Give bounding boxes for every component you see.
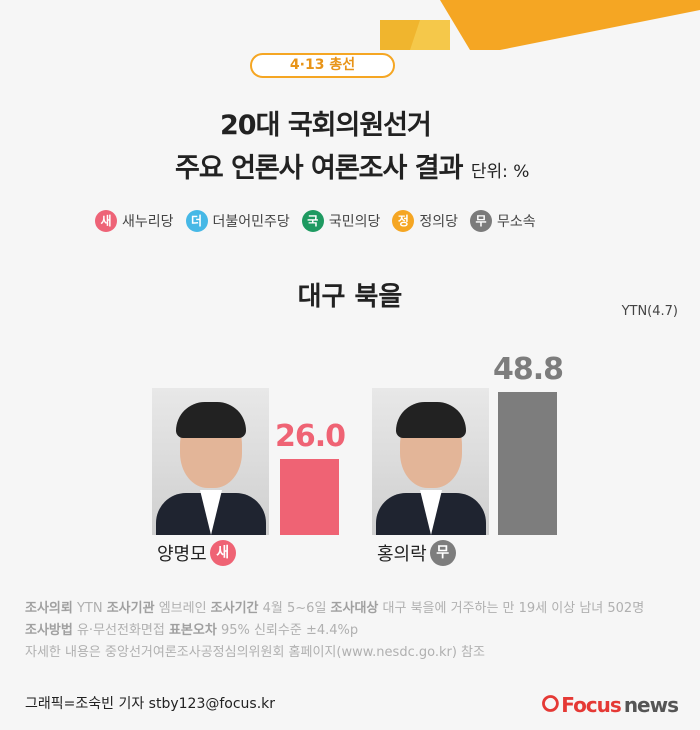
- name-text: 홍의락: [377, 544, 427, 565]
- unit-label: 단위: %: [470, 162, 530, 182]
- notes-key: 표본오차: [168, 623, 217, 638]
- party-badge-icon: 새: [209, 540, 236, 566]
- party-badge-icon: 새: [95, 210, 117, 232]
- legend-label: 새누리당: [122, 214, 174, 230]
- legend-label: 더불어민주당: [212, 214, 290, 230]
- notes-line1: 조사의뢰 YTN 조사기관 엠브레인 조사기간 4월 5~6일 조사대상 대구 …: [25, 598, 644, 620]
- notes-key: 조사대상: [330, 601, 379, 616]
- title-line2: 주요 언론사 여론조사 결과 단위: %: [175, 146, 529, 185]
- notes-value: 4월 5~6일: [258, 601, 331, 616]
- party-badge-icon: 무: [429, 540, 456, 566]
- legend-item: 무 무소속: [469, 210, 536, 232]
- legend-item: 더 더불어민주당: [185, 210, 290, 232]
- notes-value: 엠브레인: [154, 601, 211, 616]
- logo-icon: ⭘: [541, 692, 560, 717]
- party-badge-icon: 국: [301, 210, 324, 232]
- party-badge-icon: 더: [185, 210, 208, 232]
- notes-key: 조사방법: [25, 623, 73, 638]
- legend: 새 새누리당 더 더불어민주당 국 국민의당 정 정의당 무 무소속: [95, 210, 536, 232]
- election-tag: 4·13 총선: [250, 53, 395, 78]
- data-label: 26.0: [274, 418, 346, 454]
- title-text: 주요 언론사 여론조사 결과: [175, 153, 463, 184]
- candidate-name: 홍의락 무: [377, 540, 456, 566]
- notes-value: 95% 신뢰수준 ±4.4%p: [216, 623, 359, 638]
- notes-line2: 조사방법 유·무선전화면접 표본오차 95% 신뢰수준 ±4.4%p: [25, 620, 644, 642]
- ballot-hand-illustration: [380, 0, 700, 50]
- poll-source: YTN(4.7): [621, 304, 678, 319]
- name-text: 양명모: [157, 544, 207, 565]
- notes-key: 조사기관: [106, 601, 155, 616]
- notes-value: YTN: [72, 601, 107, 616]
- title-line1: 20대 국회의원선거: [220, 110, 432, 141]
- legend-label: 국민의당: [328, 214, 381, 230]
- focusnews-logo: ⭘ Focus news: [541, 692, 679, 717]
- notes-line3: 자세한 내용은 중앙선거여론조사공정심의위원회 홈페이지(www.nesdc.g…: [25, 645, 485, 660]
- notes-key: 조사의뢰: [25, 601, 73, 616]
- notes-key: 조사기간: [210, 601, 259, 616]
- legend-item: 국 국민의당: [301, 210, 381, 232]
- notes-value: 대구 북을에 거주하는 만 19세 이상 남녀 502명: [378, 601, 645, 616]
- candidate-photo: [372, 388, 489, 535]
- party-badge-icon: 무: [469, 210, 492, 232]
- notes-value: 유·무선전화면접: [72, 623, 169, 638]
- legend-label: 무소속: [496, 214, 536, 230]
- credit: 그래픽=조숙빈 기자 stby123@focus.kr: [25, 696, 276, 712]
- legend-label: 정의당: [419, 214, 458, 230]
- survey-notes: 조사의뢰 YTN 조사기관 엠브레인 조사기간 4월 5~6일 조사대상 대구 …: [25, 598, 644, 664]
- party-badge-icon: 정: [392, 210, 415, 232]
- candidate-photo: [152, 388, 269, 535]
- candidate-name: 양명모 새: [157, 540, 236, 566]
- legend-item: 정 정의당: [392, 210, 458, 232]
- legend-item: 새 새누리당: [95, 210, 174, 232]
- data-label: 48.8: [492, 352, 564, 387]
- bar-홍의락: [498, 392, 557, 535]
- bar-양명모: [280, 458, 339, 535]
- region-title: 대구 북을: [297, 282, 403, 312]
